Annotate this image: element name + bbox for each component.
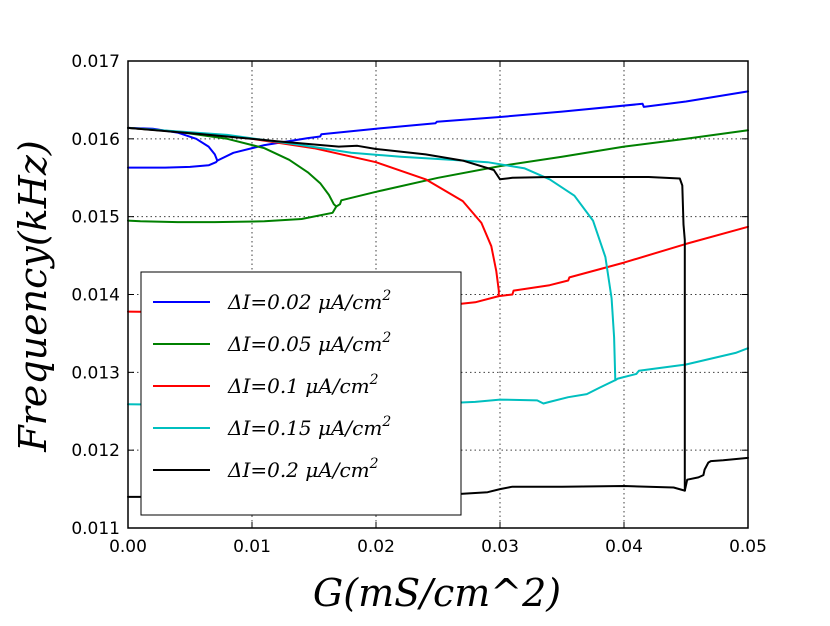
series-line (127, 126, 500, 298)
legend-entry: ΔI=0.2 μA/cm2 (153, 456, 379, 482)
legend: ΔI=0.02 μA/cm2 ΔI=0.05 μA/cm2 ΔI=0.1 μA/cm… (140, 271, 462, 516)
legend-label-exponent: 2 (381, 330, 391, 346)
series-line (335, 129, 749, 208)
y-tick-label: 0.016 (71, 130, 120, 150)
legend-entry: ΔI=0.15 μA/cm2 (153, 414, 391, 440)
series-line (614, 347, 749, 382)
y-tick-label: 0.013 (71, 363, 120, 383)
y-axis-title-text: Frequency(kHz) (11, 140, 55, 452)
y-tick-label: 0.011 (71, 519, 120, 539)
series-line (683, 456, 749, 492)
legend-label: ΔI=0.2 μA/cm2 (227, 456, 379, 482)
legend-label: ΔI=0.15 μA/cm2 (227, 414, 391, 440)
legend-label: ΔI=0.1 μA/cm2 (227, 372, 379, 398)
series-line (499, 176, 686, 492)
y-tick-label: 0.012 (71, 441, 120, 461)
x-axis-title-text: G(mS/cm^2) (313, 571, 561, 615)
x-tick-labels: 0.00 0.01 0.02 0.03 0.04 0.05 (109, 537, 767, 557)
legend-label: ΔI=0.05 μA/cm2 (227, 330, 391, 356)
y-axis-title: Frequency(kHz) (11, 140, 55, 452)
series-line (127, 126, 501, 181)
legend-entry: ΔI=0.1 μA/cm2 (153, 372, 379, 398)
x-axis-title: G(mS/cm^2) (313, 571, 561, 615)
legend-label-exponent: 2 (381, 414, 391, 430)
legend-entry: ΔI=0.02 μA/cm2 (153, 288, 391, 314)
x-tick-label: 0.03 (481, 537, 519, 557)
y-tick-label: 0.014 (71, 286, 120, 306)
series-layer (127, 90, 749, 498)
series-line (127, 159, 219, 169)
x-tick-label: 0.00 (109, 537, 147, 557)
legend-entry: ΔI=0.05 μA/cm2 (153, 330, 391, 356)
series-line (127, 126, 617, 382)
y-tick-label: 0.017 (71, 52, 120, 72)
series-line (127, 126, 338, 208)
legend-label-exponent: 2 (369, 456, 379, 472)
series-line (216, 90, 749, 162)
legend-label-exponent: 2 (369, 372, 379, 388)
x-tick-label: 0.01 (233, 537, 271, 557)
x-tick-label: 0.02 (357, 537, 395, 557)
series-line (497, 225, 749, 298)
x-tick-label: 0.05 (729, 537, 767, 557)
x-tick-label: 0.04 (605, 537, 643, 557)
legend-box (140, 271, 462, 516)
series-line (127, 205, 338, 224)
y-tick-label: 0.015 (71, 208, 120, 228)
series-2 (127, 126, 749, 224)
tick-layer (127, 60, 749, 529)
legend-entries: ΔI=0.02 μA/cm2 ΔI=0.05 μA/cm2 ΔI=0.1 μA/cm… (153, 288, 391, 482)
y-tick-labels: 0.011 0.012 0.013 0.014 0.015 0.016 0.017 (71, 52, 120, 539)
legend-label: ΔI=0.02 μA/cm2 (227, 288, 391, 314)
legend-label-exponent: 2 (381, 288, 391, 304)
